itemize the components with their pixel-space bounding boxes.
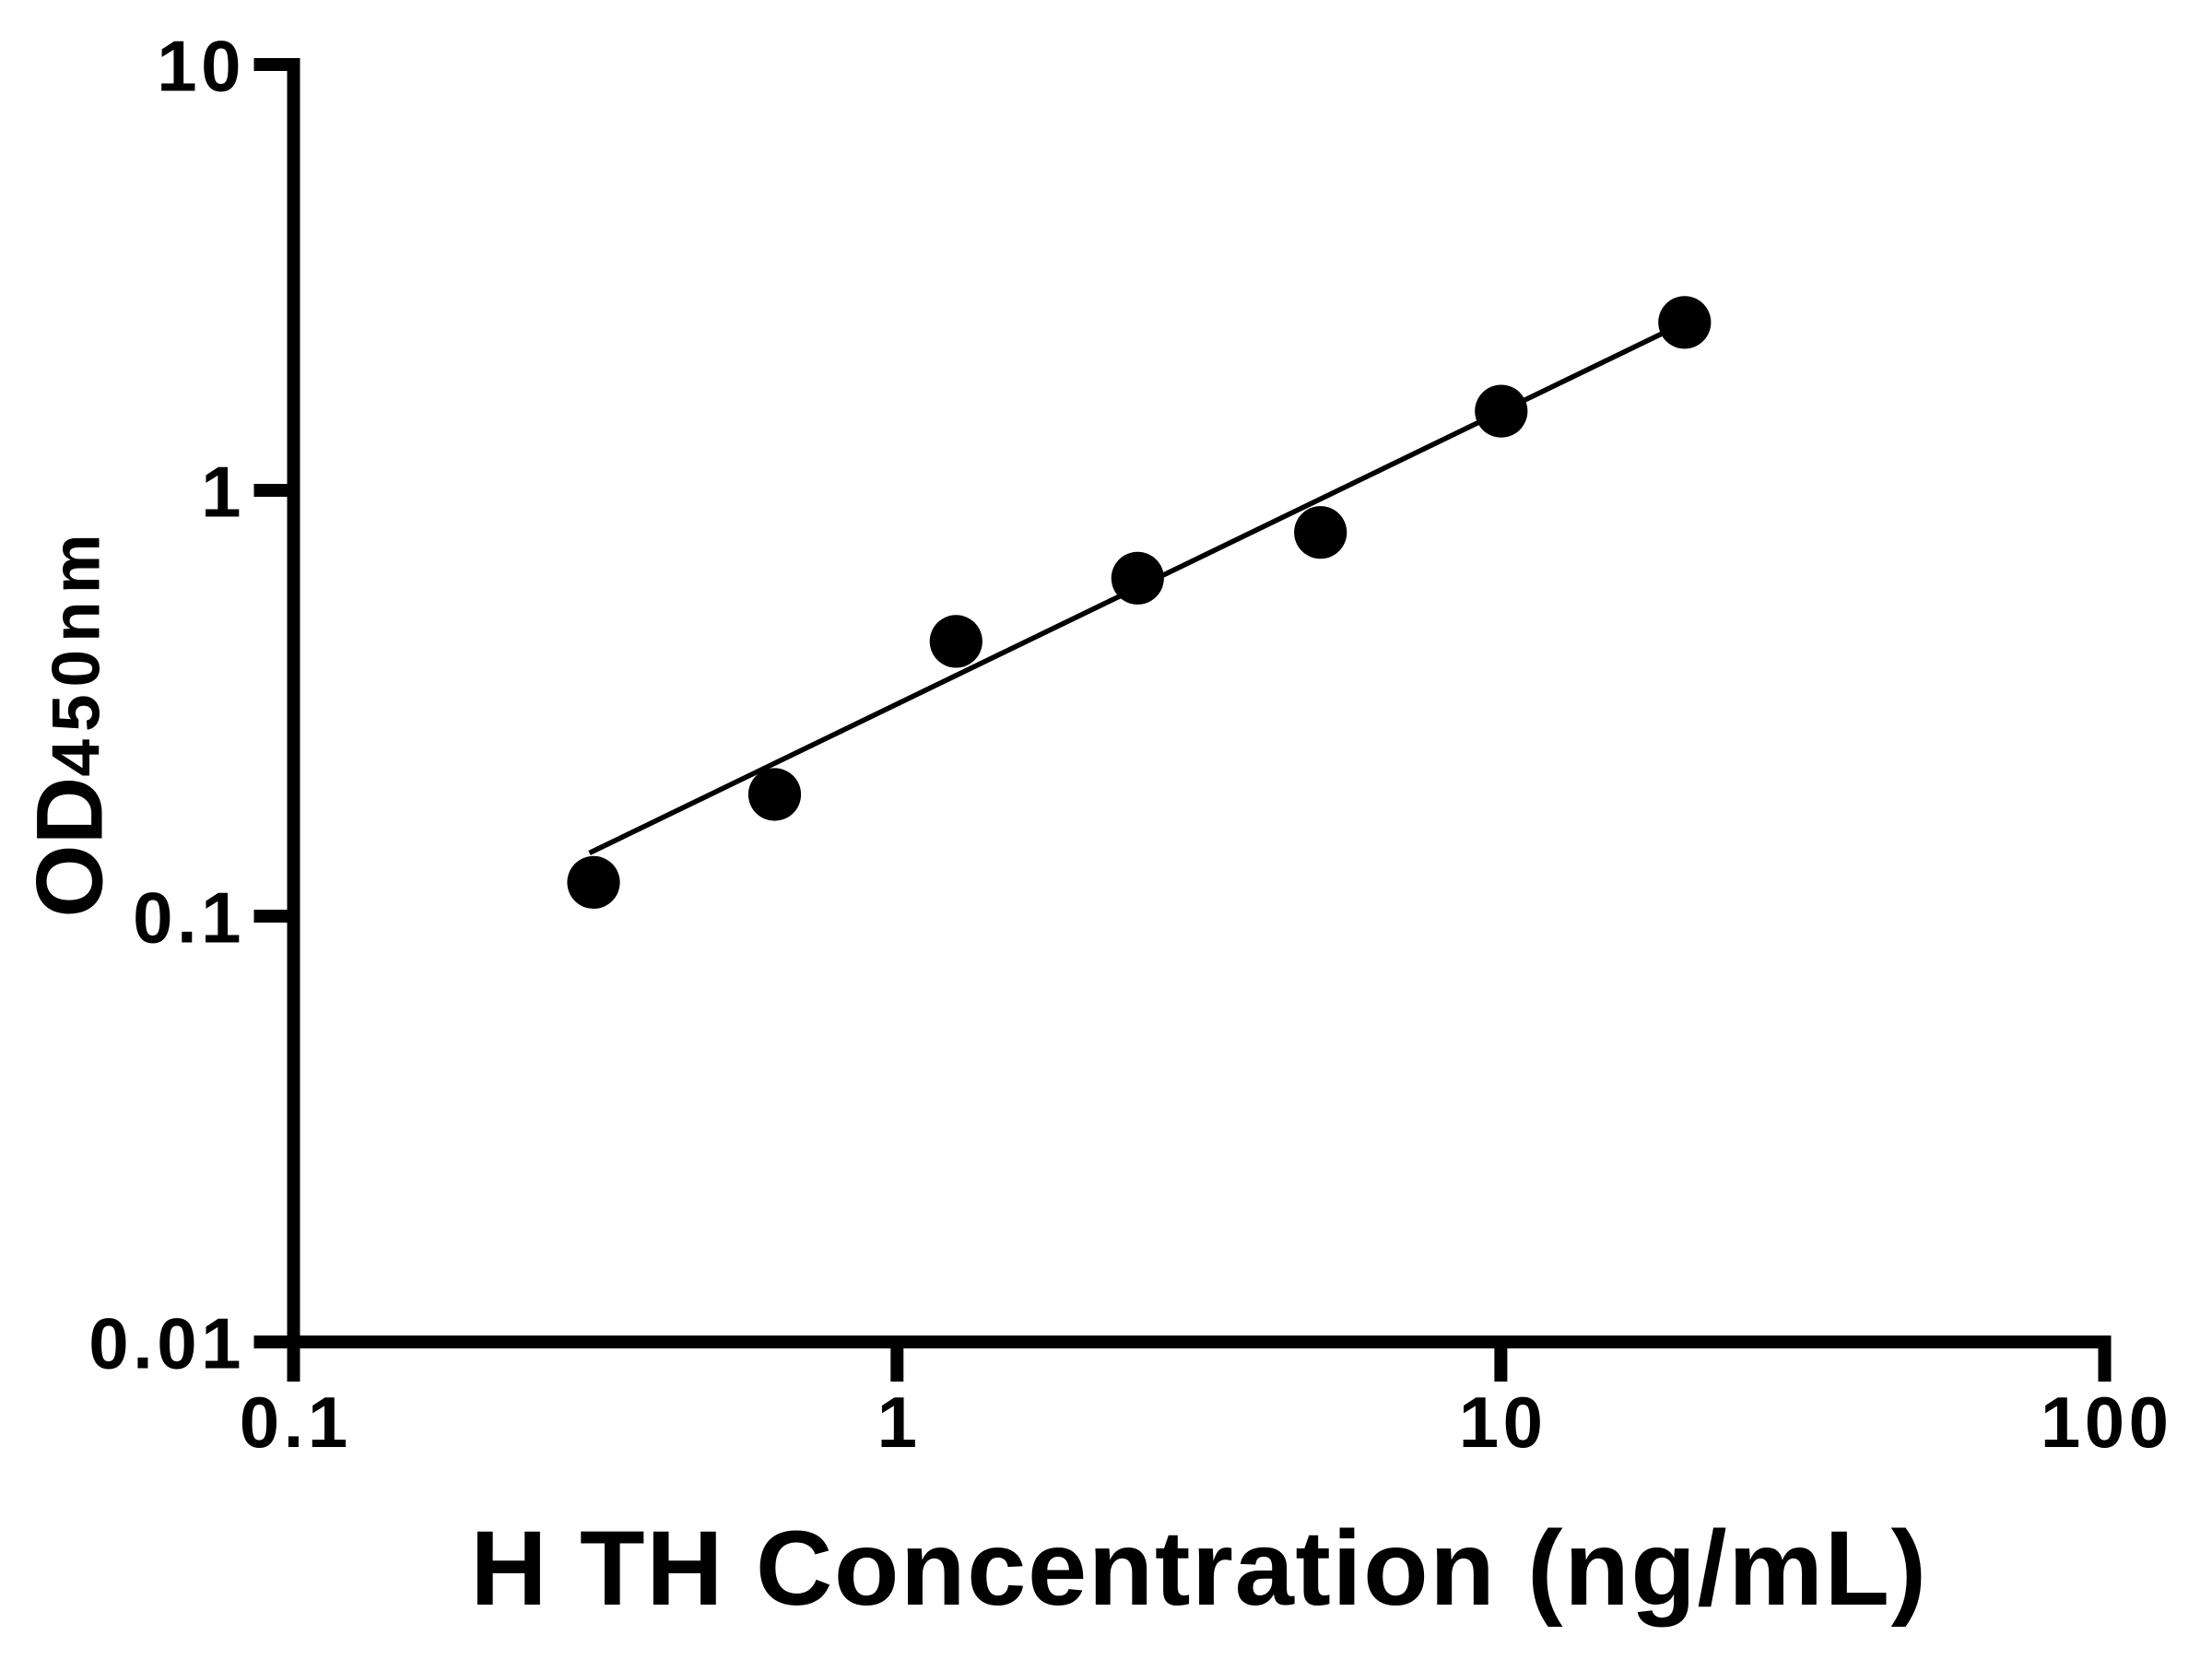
svg-text:10: 10: [157, 26, 245, 107]
svg-text:0.01: 0.01: [88, 1303, 245, 1384]
svg-text:1: 1: [877, 1382, 922, 1463]
svg-text:0.1: 0.1: [240, 1382, 352, 1463]
svg-text:0.1: 0.1: [133, 877, 245, 959]
svg-text:H TH Concentration (ng/mL): H TH Concentration (ng/mL): [470, 1509, 1927, 1628]
svg-text:10: 10: [1459, 1382, 1547, 1463]
svg-text:1: 1: [201, 452, 245, 533]
svg-text:100: 100: [2041, 1382, 2173, 1463]
